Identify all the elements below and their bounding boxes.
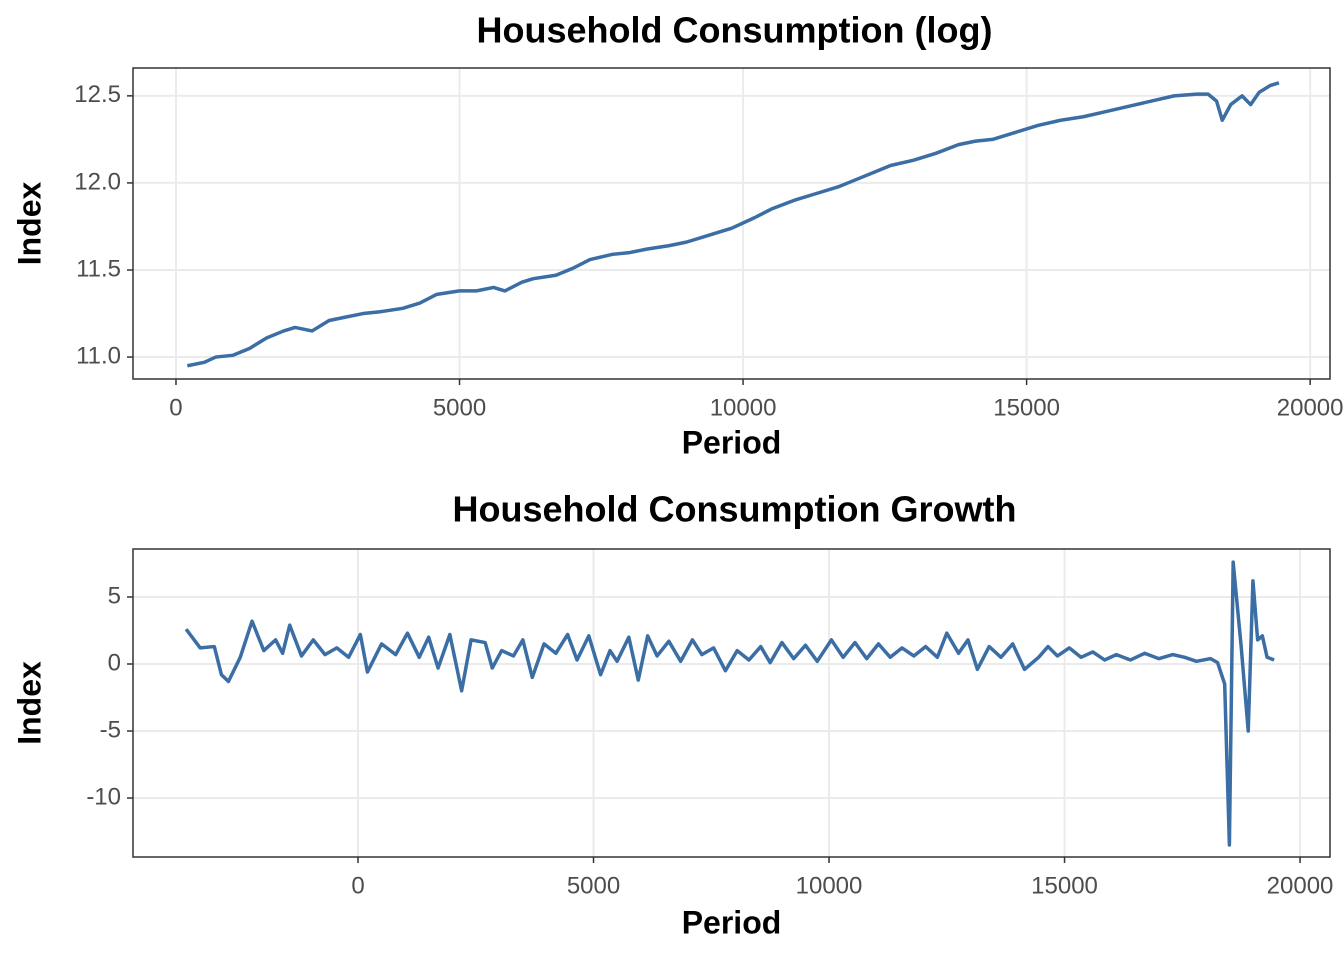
y-tick-label: 12.5 [74, 81, 121, 108]
y-axis-label: Index [11, 182, 47, 266]
y-tick-label: 5 [108, 582, 121, 609]
x-tick-label: 20000 [1277, 394, 1344, 421]
x-tick-label: 0 [351, 872, 364, 899]
x-tick-label: 0 [169, 394, 182, 421]
x-axis-label: Period [682, 424, 782, 460]
x-tick-label: 10000 [796, 872, 863, 899]
x-tick-label: 15000 [993, 394, 1060, 421]
x-tick-label: 5000 [567, 872, 620, 899]
chart-title: Household Consumption (log) [477, 10, 993, 51]
y-tick-label: -5 [100, 716, 121, 743]
y-tick-label: 11.5 [76, 255, 121, 282]
y-tick-label: 12.0 [74, 168, 121, 195]
y-tick-label: 11.0 [76, 342, 121, 369]
x-tick-label: 20000 [1267, 872, 1334, 899]
panel-border [132, 67, 1331, 380]
data-line [186, 81, 1280, 368]
chart-title: Household Consumption Growth [453, 489, 1017, 530]
panel-background [133, 68, 1330, 379]
y-tick-label: 0 [108, 649, 121, 676]
x-tick-label: 10000 [710, 394, 777, 421]
panel-background [133, 549, 1330, 857]
y-tick-label: -10 [86, 783, 121, 810]
data-line [184, 560, 1275, 847]
panel-border [132, 548, 1331, 858]
x-tick-label: 15000 [1031, 872, 1098, 899]
y-axis-label: Index [11, 661, 47, 745]
x-tick-label: 5000 [433, 394, 486, 421]
x-axis-label: Period [682, 904, 782, 940]
